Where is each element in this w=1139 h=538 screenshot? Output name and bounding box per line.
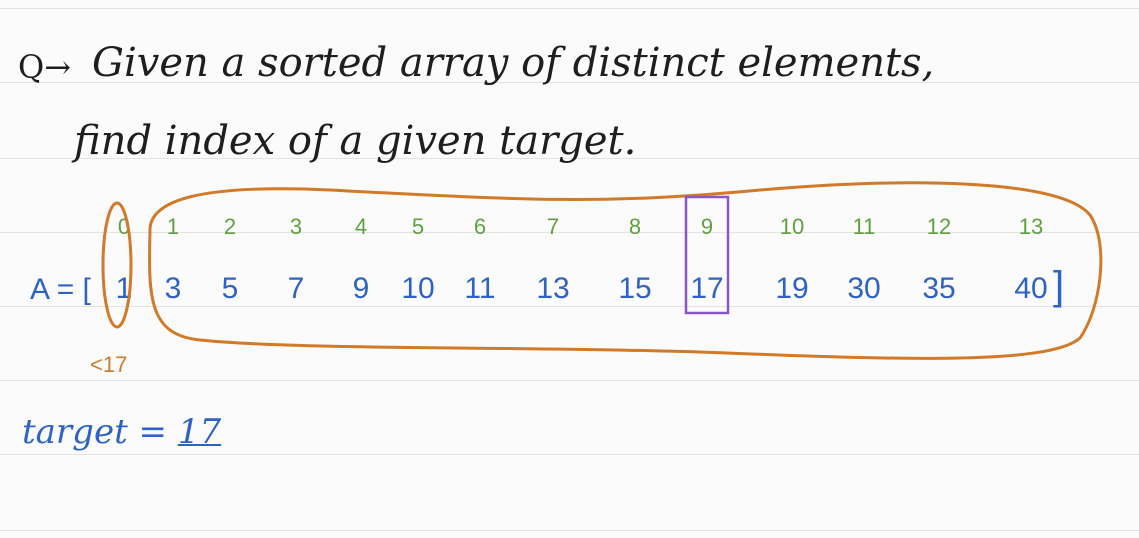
array-value: 40 [1014,272,1048,305]
index-label: 2 [223,214,237,239]
target-label: target = [22,412,178,452]
target-highlight-box [684,195,730,315]
array-value: 19 [775,272,809,305]
ruled-line [0,380,1139,381]
array-value: 30 [847,272,881,305]
array-value: 3 [164,272,182,305]
ruled-line [0,530,1139,531]
array-label: A = [ [30,273,91,306]
array-value: 15 [618,272,652,305]
index-label: 7 [546,214,560,239]
index-label: 12 [926,214,952,239]
index-label: 5 [411,214,425,239]
ruled-line [0,8,1139,9]
array-close-bracket: ] [1053,264,1065,308]
index-label: 3 [289,214,303,239]
array-value: 35 [922,272,956,305]
ruled-line [0,306,1139,307]
array-value: 9 [352,272,370,305]
index-label: 11 [852,214,876,239]
question-prefix: Q→ [18,48,72,86]
index-label: 10 [779,214,805,239]
array-value: 10 [401,272,435,305]
question-line-2: find index of a given target. [74,118,637,164]
index-label: 13 [1018,214,1044,239]
array-value: 11 [464,272,496,305]
remaining-elements-loop [148,181,1103,360]
array-value: 5 [221,272,239,305]
index-label: 6 [473,214,487,239]
array-value: 7 [287,272,305,305]
index-label: 9 [700,214,714,239]
array-value: 13 [536,272,570,305]
ruled-line [0,158,1139,159]
index-label: 1 [166,214,180,239]
question-line-1: Given a sorted array of distinct element… [92,40,935,86]
ruled-line [0,82,1139,83]
target-line: target = 17 [22,412,221,452]
target-value: 17 [177,412,222,452]
less-than-note: <17 [90,352,128,377]
first-element-circle [101,201,133,329]
index-label: 8 [628,214,642,239]
ruled-line [0,232,1139,233]
index-label: 4 [354,214,368,239]
ruled-line [0,454,1139,455]
array-value-target: 17 [690,272,724,305]
